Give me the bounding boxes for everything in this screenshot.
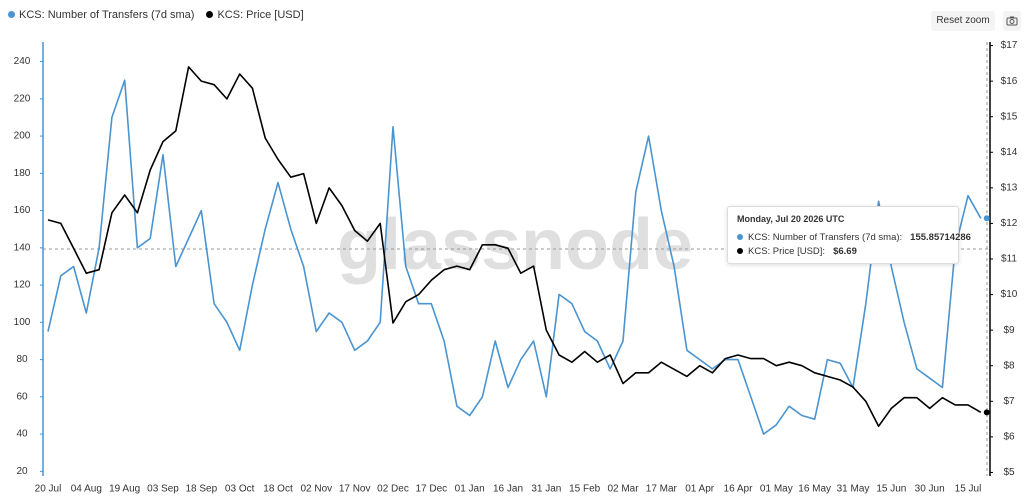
tooltip-label: KCS: Price [USD]: xyxy=(748,246,826,257)
legend-label: KCS: Price [USD] xyxy=(217,9,304,21)
x-tick-label: 02 Dec xyxy=(377,484,409,495)
x-tick-label: 18 Oct xyxy=(263,484,293,495)
x-tick-label: 19 Aug xyxy=(109,484,140,495)
y2-tick-label: $6 xyxy=(1003,432,1015,443)
x-tick-label: 15 Feb xyxy=(569,484,601,495)
legend-item[interactable]: KCS: Price [USD] xyxy=(206,9,304,21)
y2-tick-label: $8 xyxy=(1003,360,1015,371)
hover-point xyxy=(983,215,990,222)
x-tick-label: 16 May xyxy=(798,484,831,495)
y-tick-label: 40 xyxy=(16,429,28,440)
tooltip-row: KCS: Price [USD]: $6.69 xyxy=(737,246,857,257)
hover-point xyxy=(983,409,990,416)
tooltip-swatch xyxy=(737,234,743,240)
y-tick-label: 120 xyxy=(14,280,31,291)
legend-swatch xyxy=(206,11,214,18)
y-tick-label: 220 xyxy=(14,93,31,104)
screenshot-button[interactable] xyxy=(1003,11,1021,31)
tooltip-value: $6.69 xyxy=(833,246,857,257)
x-tick-label: 20 Jul xyxy=(35,484,62,495)
tooltip-label: KCS: Number of Transfers (7d sma): xyxy=(748,232,903,243)
y-tick-label: 200 xyxy=(14,131,31,142)
x-tick-label: 16 Jan xyxy=(493,484,523,495)
x-tick-label: 17 Mar xyxy=(646,484,678,495)
x-tick-label: 30 Jun xyxy=(915,484,945,495)
y2-tick-label: $7 xyxy=(1003,396,1015,407)
x-tick-label: 01 Apr xyxy=(685,484,715,495)
x-tick-label: 04 Aug xyxy=(71,484,102,495)
x-tick-label: 15 Jul xyxy=(955,484,982,495)
y-tick-label: 180 xyxy=(14,168,31,179)
y-tick-label: 20 xyxy=(16,466,28,477)
y2-tick-label: $12 xyxy=(1001,218,1018,229)
tooltip: Monday, Jul 20 2026 UTC KCS: Number of T… xyxy=(727,206,971,264)
legend-swatch xyxy=(8,11,15,18)
x-tick-label: 18 Sep xyxy=(185,484,217,495)
y2-tick-label: $13 xyxy=(1001,182,1018,193)
series-line xyxy=(47,79,982,435)
x-tick-label: 03 Sep xyxy=(147,484,179,495)
x-tick-label: 01 May xyxy=(760,484,793,495)
y2-tick-label: $9 xyxy=(1003,325,1015,336)
series-line xyxy=(47,66,982,427)
legend: KCS: Number of Transfers (7d sma) KCS: P… xyxy=(8,9,304,21)
reset-zoom-button[interactable]: Reset zoom xyxy=(931,11,995,31)
x-tick-label: 17 Nov xyxy=(339,484,371,495)
y2-tick-label: $10 xyxy=(1001,289,1018,300)
legend-item[interactable]: KCS: Number of Transfers (7d sma) xyxy=(8,9,194,21)
x-tick-label: 15 Jun xyxy=(876,484,906,495)
y2-tick-label: $16 xyxy=(1001,76,1018,87)
legend-label: KCS: Number of Transfers (7d sma) xyxy=(19,9,195,21)
tooltip-row: KCS: Number of Transfers (7d sma): 155.85… xyxy=(737,232,971,243)
x-tick-label: 17 Dec xyxy=(415,484,447,495)
x-tick-label: 02 Mar xyxy=(607,484,639,495)
tooltip-date: Monday, Jul 20 2026 UTC xyxy=(737,214,845,224)
camera-icon xyxy=(1006,16,1018,26)
x-tick-label: 03 Oct xyxy=(225,484,255,495)
x-tick-label: 16 Apr xyxy=(724,484,754,495)
tooltip-swatch xyxy=(737,248,743,254)
x-tick-label: 31 May xyxy=(837,484,870,495)
y2-tick-label: $11 xyxy=(1001,254,1017,265)
tooltip-value: 155.85714286 xyxy=(910,232,971,243)
y2-tick-label: $17 xyxy=(1001,40,1018,51)
y2-tick-label: $15 xyxy=(1001,111,1018,122)
y-tick-label: 240 xyxy=(14,56,31,67)
y-tick-label: 160 xyxy=(14,205,31,216)
watermark: glassnode xyxy=(337,205,693,285)
y-tick-label: 100 xyxy=(14,317,31,328)
y-tick-label: 60 xyxy=(16,391,28,402)
x-tick-label: 01 Jan xyxy=(455,484,485,495)
y2-tick-label: $14 xyxy=(1001,147,1018,158)
x-tick-label: 31 Jan xyxy=(531,484,561,495)
y-tick-label: 140 xyxy=(14,242,31,253)
y-tick-label: 80 xyxy=(16,354,28,365)
y2-tick-label: $5 xyxy=(1003,467,1015,478)
x-tick-label: 02 Nov xyxy=(300,484,332,495)
